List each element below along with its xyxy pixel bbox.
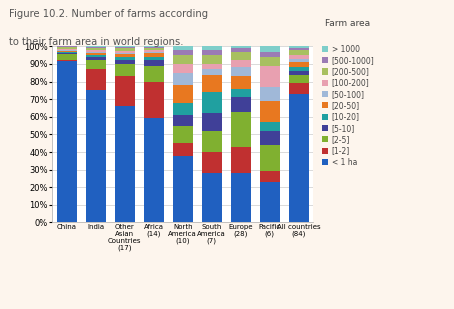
Bar [57, 52, 77, 53]
Bar [289, 46, 309, 48]
Bar [231, 97, 251, 112]
Bar [173, 155, 193, 222]
Bar [231, 52, 251, 61]
Bar [202, 55, 222, 64]
Bar [173, 143, 193, 155]
Bar [173, 85, 193, 103]
Bar [57, 61, 77, 222]
Bar [289, 62, 309, 67]
Bar [289, 55, 309, 59]
Bar [260, 87, 280, 101]
Bar [231, 46, 251, 48]
Bar [85, 53, 106, 55]
Bar [85, 50, 106, 52]
Bar [202, 113, 222, 131]
Bar [114, 46, 135, 47]
Bar [289, 74, 309, 83]
Bar [57, 47, 77, 49]
Bar [260, 66, 280, 87]
Bar [260, 131, 280, 145]
Bar [260, 145, 280, 171]
Bar [231, 48, 251, 52]
Bar [143, 82, 164, 118]
Bar [173, 73, 193, 85]
Bar [114, 53, 135, 54]
Bar [231, 173, 251, 222]
Bar [173, 103, 193, 115]
Bar [231, 112, 251, 147]
Bar [173, 115, 193, 125]
Bar [260, 57, 280, 66]
Bar [202, 50, 222, 55]
Bar [202, 46, 222, 50]
Bar [114, 48, 135, 51]
Bar [260, 171, 280, 182]
Bar [143, 61, 164, 66]
Bar [57, 49, 77, 50]
Bar [85, 48, 106, 50]
Bar [57, 54, 77, 60]
Bar [143, 47, 164, 48]
Bar [202, 69, 222, 74]
Bar [85, 57, 106, 61]
Bar [114, 51, 135, 53]
Bar [57, 51, 77, 52]
Bar [231, 67, 251, 76]
Bar [57, 60, 77, 61]
Bar [114, 64, 135, 76]
Bar [289, 50, 309, 55]
Bar [85, 52, 106, 53]
Text: Figure 10.2. Number of farms according: Figure 10.2. Number of farms according [9, 9, 208, 19]
Bar [173, 64, 193, 73]
Bar [85, 55, 106, 57]
Text: Farm area: Farm area [325, 19, 370, 28]
Bar [260, 101, 280, 122]
Bar [231, 89, 251, 97]
Bar [143, 53, 164, 57]
Bar [260, 182, 280, 222]
Bar [289, 48, 309, 50]
Bar [143, 48, 164, 50]
Bar [114, 57, 135, 60]
Bar [173, 55, 193, 64]
Bar [143, 50, 164, 52]
Bar [57, 46, 77, 47]
Text: to their farm area in world regions.: to their farm area in world regions. [9, 37, 183, 47]
Bar [85, 46, 106, 47]
Bar [231, 61, 251, 67]
Bar [231, 147, 251, 173]
Bar [202, 131, 222, 152]
Bar [202, 92, 222, 113]
Bar [114, 47, 135, 48]
Bar [114, 106, 135, 222]
Bar [143, 118, 164, 222]
Bar [231, 76, 251, 89]
Bar [202, 152, 222, 173]
Bar [85, 61, 106, 69]
Bar [289, 94, 309, 222]
Bar [143, 52, 164, 53]
Bar [85, 69, 106, 90]
Legend: > 1000, [500-1000], [200-500], [100-200], [50-100], [20-50], [10-20], [5-10], [2: > 1000, [500-1000], [200-500], [100-200]… [321, 44, 374, 167]
Bar [202, 173, 222, 222]
Bar [260, 122, 280, 131]
Bar [85, 90, 106, 222]
Bar [289, 67, 309, 71]
Bar [114, 76, 135, 106]
Bar [173, 46, 193, 50]
Bar [57, 50, 77, 51]
Bar [260, 52, 280, 57]
Bar [85, 47, 106, 48]
Bar [114, 60, 135, 64]
Bar [114, 54, 135, 57]
Bar [260, 46, 280, 52]
Bar [57, 53, 77, 54]
Bar [143, 46, 164, 47]
Bar [143, 66, 164, 82]
Bar [173, 50, 193, 55]
Bar [57, 45, 77, 46]
Bar [289, 59, 309, 62]
Bar [289, 83, 309, 94]
Bar [202, 74, 222, 92]
